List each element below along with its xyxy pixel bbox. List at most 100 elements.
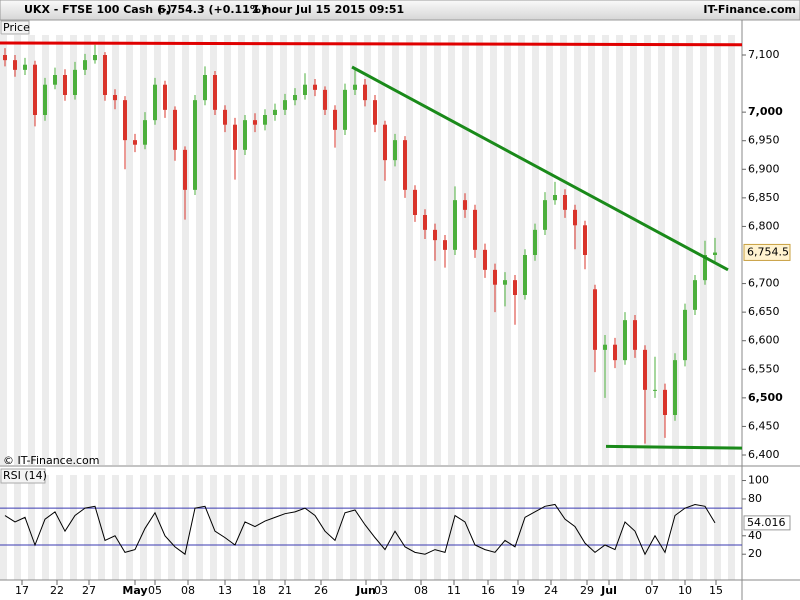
candle-body (213, 75, 217, 110)
candle-body (83, 60, 87, 70)
candle-body (583, 225, 587, 255)
candle-body (373, 100, 377, 125)
candle-body (503, 280, 507, 285)
panel-title: Price (3, 21, 30, 34)
candle-body (63, 75, 67, 95)
interval: 1 hour (252, 3, 293, 16)
candle-body (193, 100, 197, 190)
source: IT-Finance.com (703, 3, 796, 16)
candle-body (163, 84, 167, 110)
candle-body (473, 209, 477, 250)
candle-body (133, 140, 137, 145)
candle-body (663, 389, 667, 415)
candle-body (393, 140, 397, 161)
watermark: © IT-Finance.com (3, 454, 100, 467)
x-tick-label: Jun (355, 584, 376, 597)
candle-body (333, 109, 337, 130)
x-tick-label: 10 (678, 584, 692, 597)
candle-body (383, 124, 387, 161)
y-tick-label: 40 (748, 529, 762, 542)
y-tick-label: 6,550 (748, 362, 780, 375)
price-panel (0, 35, 742, 465)
candle-body (423, 215, 427, 230)
candle-body (203, 75, 207, 101)
x-tick-label: 17 (15, 584, 29, 597)
candle-body (613, 344, 617, 361)
candle-body (693, 280, 697, 310)
candle-body (433, 229, 437, 241)
candle-body (223, 109, 227, 125)
last-price-box (743, 243, 791, 261)
candle-body (633, 320, 637, 350)
candle-body (103, 55, 107, 95)
x-tick-label: 21 (278, 584, 292, 597)
y-tick-label: 6,900 (748, 162, 780, 175)
candle-body (283, 100, 287, 110)
candle-body (443, 240, 447, 250)
candle-body (233, 124, 237, 150)
timestamp: Jul 15 2015 09:51 (295, 3, 404, 16)
x-tick-label: 08 (414, 584, 428, 597)
x-tick-label: 05 (148, 584, 162, 597)
candle-body (253, 120, 257, 125)
candle-body (653, 389, 657, 391)
x-tick-label: May (122, 584, 147, 597)
x-tick-label: 22 (50, 584, 64, 597)
y-tick-label: 7,000 (748, 105, 783, 118)
candle-body (703, 255, 707, 281)
candle-body (463, 200, 467, 210)
candle-body (533, 229, 537, 255)
y-tick-label: 6,800 (748, 219, 780, 232)
candle-body (293, 95, 297, 101)
y-tick-label: 7,100 (748, 48, 780, 61)
candle-body (123, 100, 127, 141)
x-tick-label: 13 (218, 584, 232, 597)
candle-body (143, 120, 147, 145)
candle-body (553, 195, 557, 201)
candle-body (53, 75, 57, 85)
candle-body (303, 84, 307, 95)
y-tick-label: 6,650 (748, 305, 780, 318)
candle-body (183, 149, 187, 190)
candle-body (243, 120, 247, 150)
x-tick-label: 15 (709, 584, 723, 597)
x-tick-label: 08 (181, 584, 195, 597)
candle-body (523, 255, 527, 295)
candle-body (673, 360, 677, 415)
y-tick-label: 6,850 (748, 191, 780, 204)
candle-body (73, 69, 77, 95)
candle-body (623, 320, 627, 361)
rsi-line (4, 503, 716, 556)
x-tick-label: 07 (645, 584, 659, 597)
x-tick-label: 29 (580, 584, 594, 597)
panel-title: RSI (14) (3, 469, 47, 482)
symbol: UKX - FTSE 100 Cash (-) (24, 3, 172, 16)
trendline (605, 444, 743, 450)
y-tick-label: 6,450 (748, 419, 780, 432)
candle-body (13, 60, 17, 70)
y-tick-label: 6,600 (748, 334, 780, 347)
y-tick-label: 6,500 (748, 391, 783, 404)
header-bar (0, 0, 800, 21)
candle-body (3, 55, 7, 61)
candle-body (483, 249, 487, 270)
last-price-label: 6,754.5 (747, 245, 789, 258)
y-tick-label: 6,400 (748, 448, 780, 461)
quote: 6,754.3 (+0.11%) (158, 3, 266, 16)
candle-body (273, 109, 277, 115)
candle-body (683, 309, 687, 361)
candle-body (23, 64, 27, 70)
candle-body (313, 84, 317, 90)
trendline (351, 65, 729, 272)
panel-label-box (0, 468, 46, 484)
candle-body (603, 344, 607, 350)
candle-body (453, 200, 457, 250)
x-tick-label: 27 (82, 584, 96, 597)
y-tick-label: 20 (748, 547, 762, 560)
y-tick-label: 80 (748, 492, 762, 505)
x-tick-label: 11 (447, 584, 461, 597)
candle-body (323, 89, 327, 110)
candle-body (153, 84, 157, 121)
candle-body (43, 84, 47, 115)
